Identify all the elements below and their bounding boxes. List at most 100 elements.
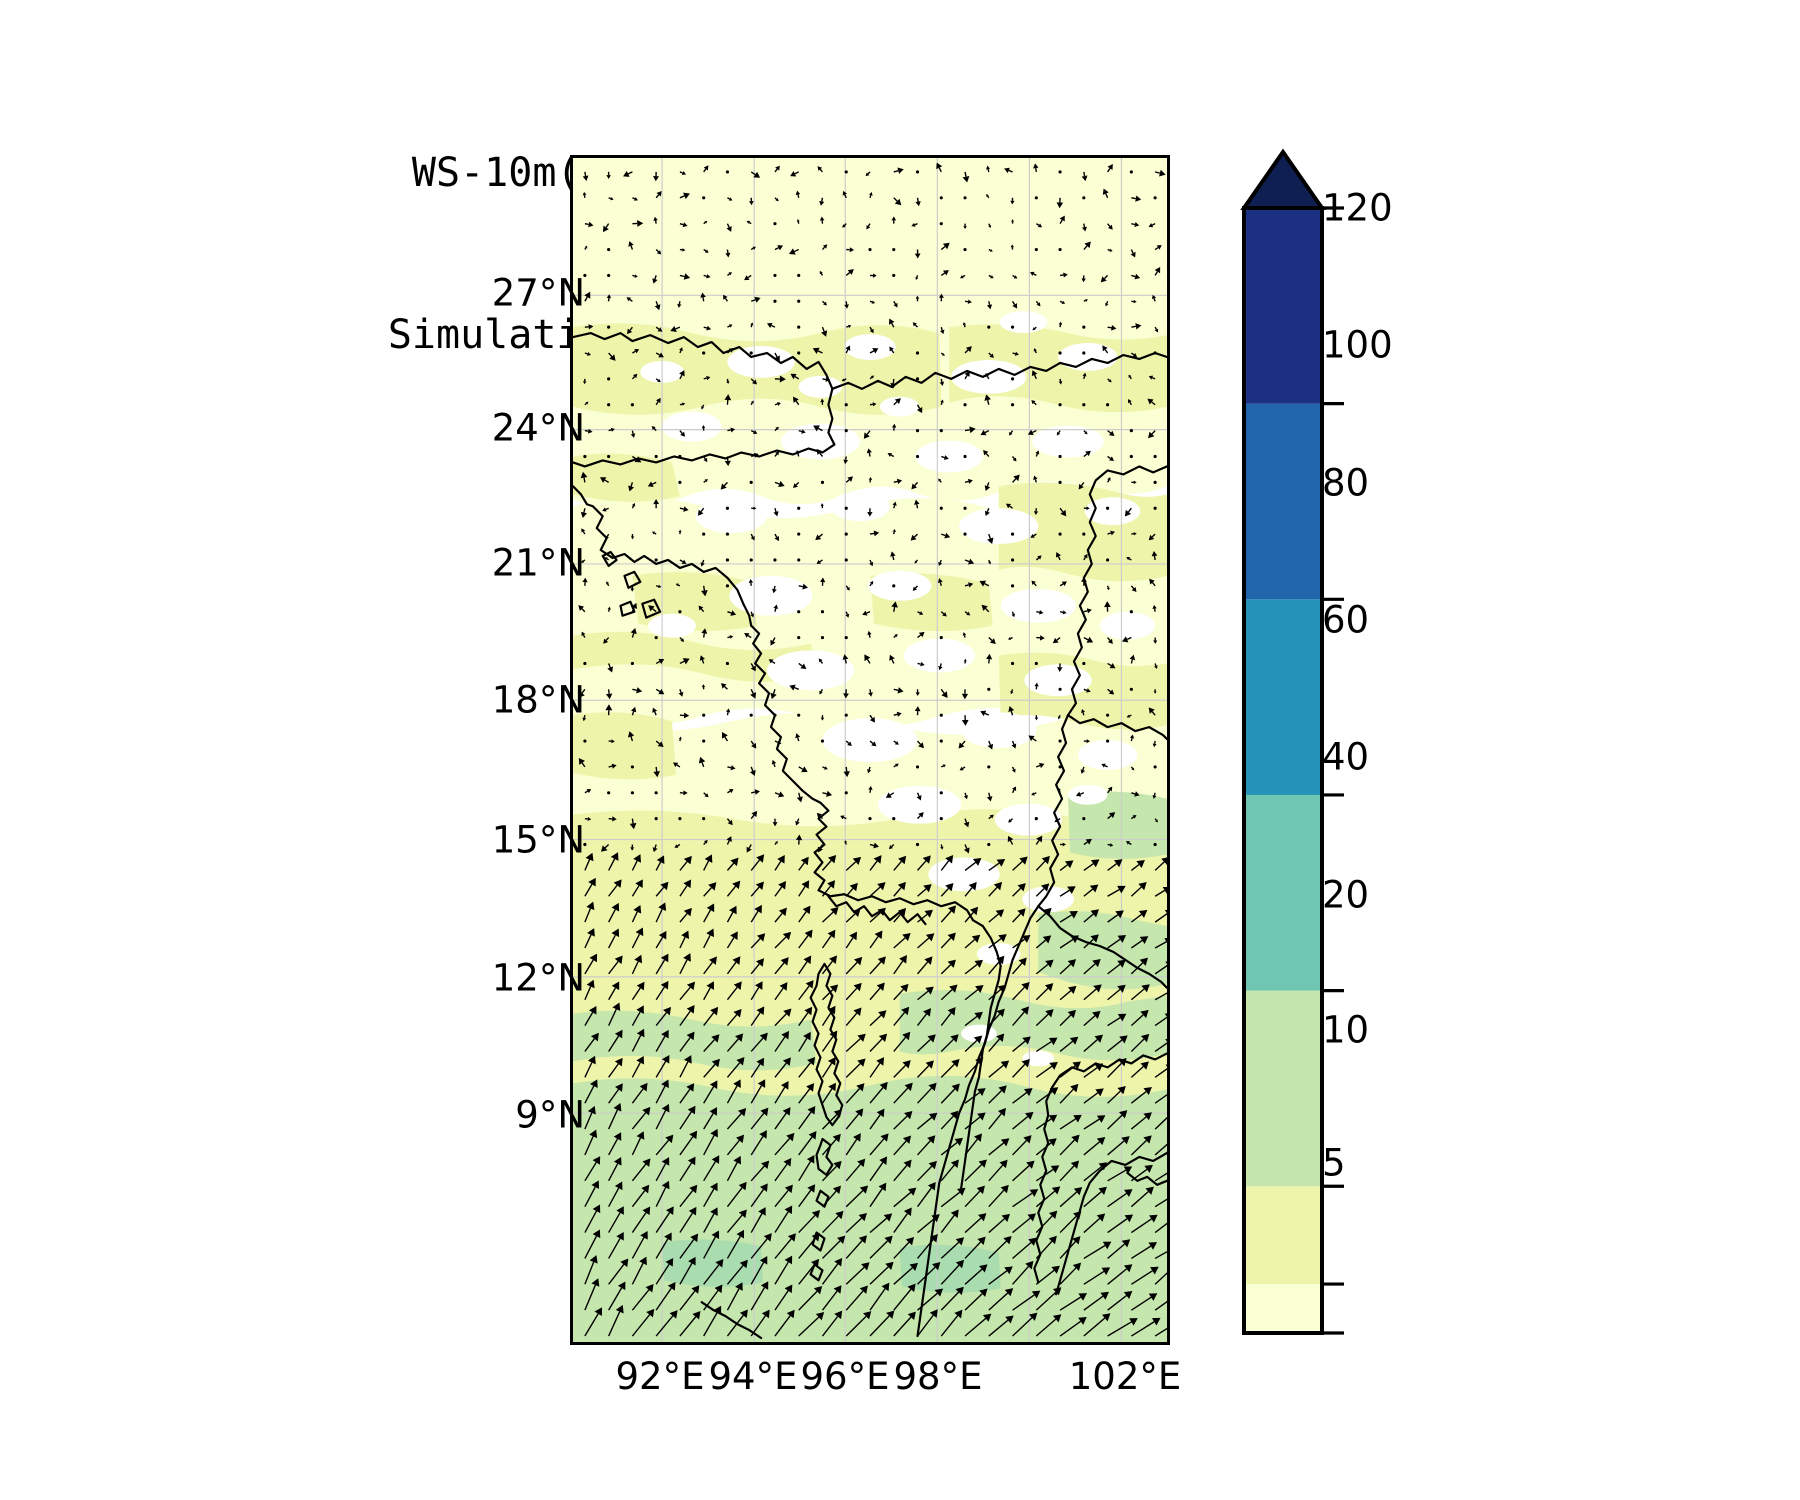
wind-vector-head [803, 1031, 811, 1041]
wind-vector-head [713, 1305, 722, 1315]
wind-vector-head [1151, 1317, 1161, 1326]
wind-vector-shaft [608, 934, 616, 949]
wind-vector-calm [607, 273, 611, 277]
wind-vector-head [1090, 859, 1100, 868]
wind-vector-shaft [655, 1012, 667, 1027]
wind-vector-calm [607, 377, 611, 381]
wind-vector-head [1023, 1135, 1032, 1144]
wind-vector-head [1108, 379, 1112, 383]
wind-vector-head [1117, 1086, 1126, 1095]
wind-vector-head [804, 929, 813, 939]
wind-vector-shaft [1154, 1116, 1167, 1130]
wind-vector-head [661, 1157, 670, 1166]
wind-vector-head [606, 294, 612, 299]
wind-vector-head [1035, 450, 1040, 455]
colorbar-band-40-60 [1244, 794, 1322, 991]
wind-vector-calm [773, 299, 777, 303]
wind-vector-shaft [654, 220, 657, 224]
map-plot-area[interactable] [570, 155, 1170, 1345]
wind-vector-head [750, 665, 756, 672]
wind-vector-head [730, 765, 736, 771]
wind-vector-shaft [1131, 325, 1136, 328]
wind-vector-shaft [869, 1138, 885, 1156]
wind-vector-shaft [1154, 246, 1159, 251]
wind-vector-shaft [940, 1088, 956, 1104]
wind-vector-head [592, 1229, 601, 1239]
wind-vector-calm [630, 765, 634, 769]
ytick-label-21N: 21°N [491, 541, 585, 585]
wind-vector-head [683, 712, 690, 719]
wind-vector-head [1048, 1114, 1058, 1123]
wind-vector-shaft [1033, 402, 1037, 406]
wind-vector-shaft [798, 935, 809, 949]
wind-vector-head [653, 176, 659, 182]
wind-vector-head [1048, 1037, 1058, 1046]
wind-vector-head [942, 353, 945, 356]
wind-vector-head [996, 1008, 1005, 1018]
wind-vector-calm [1153, 196, 1157, 200]
wind-vector-head [588, 1005, 597, 1015]
wind-vector-shaft [655, 1238, 669, 1259]
wind-vector-head [1134, 221, 1140, 228]
wind-vector-shaft [963, 324, 966, 328]
wind-vector-head [867, 630, 872, 635]
wind-vector-shaft [798, 886, 806, 897]
wind-vector-head [614, 955, 623, 965]
wind-vector-shaft [676, 764, 681, 768]
wind-vector-head [1113, 859, 1123, 868]
wind-vector-calm [892, 817, 896, 821]
wind-vector-head [730, 610, 737, 616]
colorbar[interactable] [1232, 148, 1392, 1340]
wind-vector-shaft [964, 584, 969, 587]
wind-vector-shaft [584, 296, 588, 302]
wind-vector-head [892, 528, 896, 533]
wind-vector-calm [844, 403, 848, 407]
wind-vector-shaft [1035, 1318, 1057, 1337]
wind-vector-head [1140, 1009, 1149, 1019]
wind-vector-shaft [964, 989, 979, 1001]
wind-vector-head [779, 375, 786, 383]
wind-vector-shaft [584, 247, 587, 250]
wind-vector-shaft [679, 986, 691, 1001]
wind-vector-head [778, 480, 785, 488]
wind-vector-head [890, 551, 896, 557]
wind-vector-head [730, 427, 736, 433]
wind-vector-shaft [1012, 861, 1023, 871]
wind-vector-shaft [679, 689, 682, 693]
wind-vector-head [736, 1057, 745, 1066]
wind-vector-shaft [750, 1037, 764, 1052]
wind-vector-shaft [843, 223, 847, 226]
wind-vector-shaft [1153, 608, 1156, 612]
wind-vector-shaft [821, 885, 832, 897]
wind-vector-head [1143, 1135, 1152, 1144]
wind-vector-shaft [845, 1012, 858, 1027]
wind-vector-head [808, 1131, 817, 1140]
wind-vector-shaft [1035, 300, 1039, 305]
wind-vector-shaft [1107, 662, 1112, 667]
wind-vector-head [986, 653, 993, 660]
wind-vector-shaft [1083, 556, 1087, 561]
wind-vector-shaft [584, 1235, 598, 1259]
wind-vector-shaft [584, 790, 589, 794]
wind-vector-calm [963, 403, 967, 407]
wind-vector-shaft [655, 378, 659, 381]
wind-vector-shaft [1056, 637, 1061, 641]
wind-vector-head [889, 318, 895, 325]
wind-vector-calm [797, 610, 801, 614]
wind-vector-shaft [916, 197, 919, 202]
wind-vector-calm [1034, 247, 1038, 252]
wind-vector-head [756, 854, 765, 863]
wind-vector-shaft [843, 816, 847, 820]
wind-vector-head [840, 815, 845, 820]
wind-vector-calm [1129, 687, 1133, 691]
wind-vector-calm [607, 247, 611, 252]
wind-vector-head [928, 1082, 937, 1092]
wind-vector-shaft [1059, 914, 1072, 923]
wind-vector-head [711, 1058, 720, 1068]
wind-vector-shaft [1107, 863, 1117, 871]
wind-vector-shaft [988, 301, 991, 306]
wind-vector-shaft [1008, 169, 1013, 173]
wind-vector-head [883, 1213, 893, 1222]
wind-vector-shaft [988, 1113, 1002, 1130]
wind-vector-shaft [605, 223, 610, 228]
